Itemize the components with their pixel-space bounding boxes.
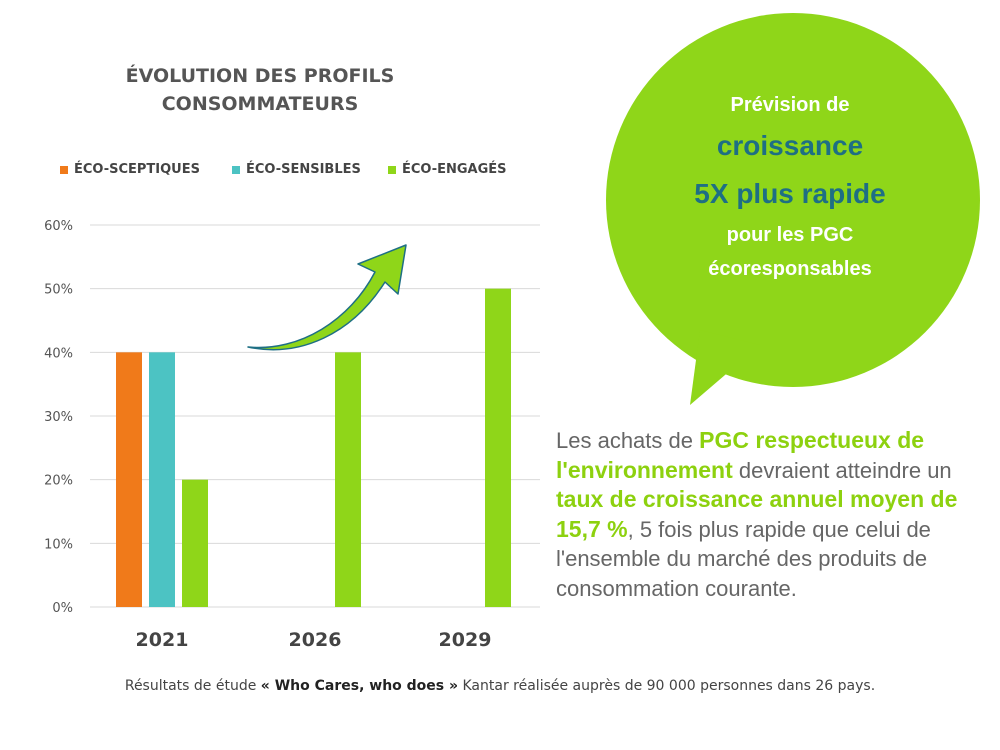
bar-2021-1 bbox=[149, 352, 175, 607]
chart-title: ÉVOLUTION DES PROFILS CONSOMMATEURS bbox=[90, 62, 430, 118]
source-footnote: Résultats de étude « Who Cares, who does… bbox=[0, 678, 1000, 694]
legend-label: ÉCO-SENSIBLES bbox=[246, 162, 361, 177]
x-category-label: 2029 bbox=[439, 629, 492, 651]
chart-title-line-1: ÉVOLUTION DES PROFILS bbox=[125, 65, 395, 87]
chart-title-line-2: CONSOMMATEURS bbox=[161, 93, 359, 115]
y-tick-label: 20% bbox=[44, 474, 73, 489]
bubble-circle bbox=[606, 13, 980, 387]
y-tick-label: 50% bbox=[44, 283, 73, 298]
bubble-line-3: 5X plus rapide bbox=[694, 178, 886, 209]
x-category-label: 2021 bbox=[136, 629, 189, 651]
speech-bubble bbox=[606, 13, 980, 405]
y-tick-label: 30% bbox=[44, 410, 73, 425]
paragraph-text: , 5 fois plus rapide que celui de l'ense… bbox=[556, 516, 931, 601]
legend-swatch bbox=[388, 165, 396, 174]
paragraph-text: Les achats de bbox=[556, 428, 700, 453]
bar-2021-2 bbox=[182, 479, 208, 607]
bubble-line-4: pour les PGC bbox=[726, 224, 854, 246]
bubble-line-1: Prévision de bbox=[730, 94, 850, 116]
bar-2021-0 bbox=[116, 352, 142, 607]
paragraph-text: devraient atteindre un bbox=[732, 457, 952, 483]
y-tick-label: 0% bbox=[52, 601, 73, 616]
bubble-text: Prévision de croissance 5X plus rapide p… bbox=[615, 88, 965, 286]
y-tick-label: 40% bbox=[44, 346, 73, 361]
footnote-text: Résultats de étude bbox=[124, 678, 261, 694]
paragraph-highlight: taux de croissance annuel moyen de 15,7 … bbox=[556, 486, 958, 542]
legend-swatch bbox=[232, 165, 240, 174]
bar-2029-2 bbox=[485, 288, 511, 607]
y-tick-label: 10% bbox=[44, 537, 73, 552]
y-tick-label: 60% bbox=[44, 219, 73, 234]
legend-label: ÉCO-ENGAGÉS bbox=[402, 162, 507, 177]
footnote-study-name: « Who Cares, who does » bbox=[260, 678, 459, 694]
trend-arrow-icon bbox=[247, 244, 407, 351]
bubble-line-5: écoresponsables bbox=[708, 258, 872, 280]
bars bbox=[116, 288, 511, 607]
footnote-text: Kantar réalisée auprès de 90 000 personn… bbox=[458, 678, 876, 694]
y-axis-ticks: 0% 10% 20% 30% 40% 50% 60% bbox=[44, 219, 73, 616]
legend-item-eco-sensibles: ÉCO-SENSIBLES bbox=[232, 162, 361, 177]
legend-swatch bbox=[60, 165, 68, 174]
paragraph-highlight: PGC respectueux de l'environnement bbox=[556, 427, 925, 483]
bubble-line-2: croissance bbox=[716, 130, 864, 161]
description-paragraph: Les achats de PGC respectueux de l'envir… bbox=[556, 426, 986, 603]
x-axis-labels: 2021 2026 2029 bbox=[136, 629, 492, 651]
bubble-tail bbox=[690, 330, 760, 405]
legend-item-eco-sceptiques: ÉCO-SCEPTIQUES bbox=[60, 162, 200, 177]
bar-2026-2 bbox=[335, 352, 361, 607]
legend-item-eco-engages: ÉCO-ENGAGÉS bbox=[388, 162, 507, 177]
legend-label: ÉCO-SCEPTIQUES bbox=[74, 162, 200, 177]
x-category-label: 2026 bbox=[289, 629, 342, 651]
